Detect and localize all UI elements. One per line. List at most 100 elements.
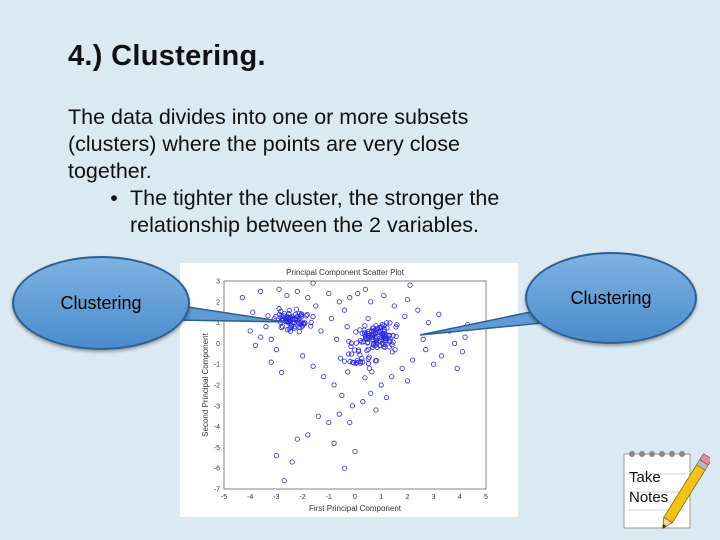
x-tick-label: 1 [379, 494, 383, 501]
bullet-item: • The tighter the cluster, the stronger t… [68, 185, 658, 212]
scatter-point [373, 407, 379, 413]
clustering-callout-right: Clustering [525, 252, 697, 344]
scatter-point [368, 299, 374, 305]
scatter-point [366, 365, 372, 371]
scatter-point [294, 317, 300, 323]
scatter-point [315, 413, 321, 419]
bullet-line-text: The tighter the cluster, the stronger th… [130, 186, 500, 210]
scatter-point [247, 328, 253, 334]
scatter-point [369, 328, 375, 334]
x-tick-label: 2 [405, 494, 409, 501]
scatter-point [339, 392, 345, 398]
y-tick-label: -5 [214, 445, 220, 452]
scatter-point [320, 374, 327, 380]
x-tick-label: -1 [326, 494, 332, 501]
scatter-point [383, 394, 390, 401]
bullet-line-text: relationship between the 2 variables. [130, 213, 479, 237]
scatter-point [288, 324, 294, 331]
scatter-point [420, 336, 426, 342]
scatter-point [431, 361, 437, 367]
scatter-point [391, 303, 397, 309]
scatter-point [326, 419, 332, 426]
scatter-point [362, 375, 368, 381]
scatter-point [348, 351, 355, 357]
scatter-point [279, 369, 285, 376]
scatter-point [374, 357, 380, 364]
callout-label: Clustering [570, 287, 652, 308]
scatter-point [381, 292, 387, 299]
x-tick-label: -5 [221, 494, 227, 501]
scatter-point [365, 346, 371, 352]
scatter-point [331, 440, 337, 446]
take-notes-line2: Notes [629, 489, 668, 506]
scatter-point [382, 331, 388, 337]
scatter-point [381, 326, 387, 332]
scatter-point [357, 359, 364, 365]
scatter-point [347, 295, 353, 301]
slide-title: 4.) Clustering. [68, 40, 266, 72]
scatter-point [294, 436, 300, 442]
scatter-point [393, 333, 399, 340]
scatter-point [379, 337, 385, 343]
scatter-point [387, 339, 393, 345]
scatter-point [373, 337, 380, 343]
scatter-point [296, 324, 302, 330]
scatter-point [378, 329, 384, 335]
scatter-point [369, 369, 375, 375]
take-notes-icon: Take Notes [620, 446, 713, 532]
scatter-point [344, 324, 350, 330]
scatter-point [357, 337, 364, 344]
scatter-point [404, 297, 410, 303]
scatter-point [280, 324, 286, 330]
y-tick-label: -7 [214, 487, 220, 494]
x-tick-label: 4 [458, 494, 462, 501]
scatter-point [303, 313, 309, 319]
scatter-point [258, 288, 264, 294]
y-tick-label: -4 [214, 424, 220, 431]
chart-title: Principal Component Scatter Plot [286, 268, 405, 277]
scatter-point [341, 358, 348, 364]
scatter-point [305, 432, 311, 438]
x-tick-label: -3 [273, 494, 279, 501]
scatter-point [258, 334, 264, 340]
scatter-point [370, 342, 376, 348]
scatter-point [298, 311, 304, 317]
scatter-point [354, 360, 360, 366]
scatter-point [294, 288, 300, 294]
scatter-point [252, 342, 259, 349]
scatter-point [353, 360, 359, 367]
scatter-point [348, 343, 354, 350]
paragraph-line: together. [68, 159, 152, 183]
scatter-point [404, 378, 410, 384]
scatter-point [345, 369, 351, 375]
scatter-point [286, 307, 292, 314]
scatter-point [362, 323, 368, 329]
scatter-point [352, 448, 358, 455]
scatter-point [353, 329, 359, 335]
scatter-point [287, 316, 293, 322]
scatter-point [268, 359, 274, 365]
scatter-point [392, 347, 398, 353]
scatter-point [291, 325, 298, 331]
y-tick-label: -1 [214, 362, 220, 369]
scatter-point [381, 341, 387, 347]
scatter-point [278, 324, 284, 331]
scatter-point [459, 349, 466, 355]
axis-ticks: -5 -4 -3 -2 -1 0 1 2 3 4 5 3 2 1 0 -1 -2 -3 -4 -5 -6 -7 [214, 279, 488, 502]
scatter-point [349, 403, 355, 409]
scatter-point [378, 382, 384, 388]
scatter-point [298, 324, 304, 331]
scatter-point [287, 328, 294, 334]
scatter-point [368, 390, 374, 396]
paragraph-line: The data divides into one or more subset… [68, 105, 469, 129]
scatter-point [308, 323, 314, 329]
y-tick-label: 3 [216, 279, 220, 286]
bullet-item-continued: relationship between the 2 variables. [68, 212, 658, 239]
scatter-points [239, 280, 471, 484]
scatter-point [326, 290, 332, 297]
scatter-point [389, 374, 395, 380]
scatter-point [360, 399, 366, 405]
scatter-point [299, 323, 306, 329]
scatter-point [350, 360, 357, 366]
scatter-point [347, 359, 353, 365]
